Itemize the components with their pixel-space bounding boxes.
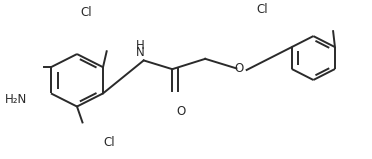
Text: H: H [136,39,145,52]
Text: O: O [235,62,244,75]
Text: Cl: Cl [103,136,115,149]
Text: O: O [177,105,186,118]
Text: H₂N: H₂N [4,93,27,106]
Text: Cl: Cl [256,3,268,16]
Text: N: N [136,46,145,59]
Text: Cl: Cl [80,6,92,19]
